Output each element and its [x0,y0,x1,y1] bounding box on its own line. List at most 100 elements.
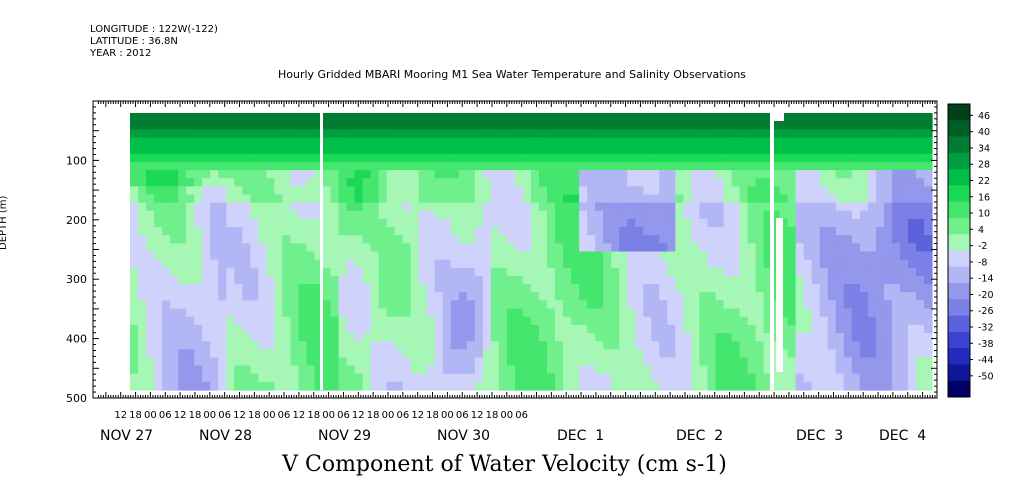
heatmap-cell [555,341,564,350]
heatmap-cell [755,235,765,244]
heatmap-cell [635,235,644,244]
heatmap-cell [138,210,147,220]
heatmap-cell [531,373,540,383]
heatmap-cell [458,316,468,326]
heatmap-cell [138,365,147,375]
heatmap-cell [771,284,781,293]
heatmap-cell [827,113,837,122]
heatmap-cell [539,129,548,139]
heatmap-cell [547,284,556,293]
heatmap-cell [290,259,300,269]
heatmap-cell [250,153,259,163]
heatmap-cell [258,113,267,122]
heatmap-cell [466,332,476,342]
heatmap-cell [883,365,893,375]
heatmap-cell [643,373,652,383]
heatmap-cell [314,259,324,269]
heatmap-cell [803,218,813,228]
heatmap-cell [434,357,444,367]
heatmap-cell [338,365,348,375]
heatmap-cell [522,186,532,196]
heatmap-cell [595,121,604,130]
heatmap-cell [819,129,829,139]
heatmap-cell [450,349,460,359]
heatmap-cell [627,332,636,342]
heatmap-cell [835,218,845,228]
heatmap-cell [234,300,243,310]
heatmap-cell [474,113,484,122]
heatmap-cell [907,218,917,228]
heatmap-cell [923,227,933,236]
heatmap-cell [731,357,741,367]
heatmap-cell [531,243,540,253]
heatmap-cell [691,275,701,285]
heatmap-cell [619,218,628,228]
heatmap-cell [763,349,773,359]
heatmap-cell [859,324,869,334]
heatmap-cell [547,308,556,318]
heatmap-cell [907,170,917,179]
heatmap-cell [258,227,267,236]
heatmap-cell [338,349,348,359]
heatmap-cell [282,145,291,155]
heatmap-cell [539,381,548,391]
heatmap-cell [579,267,588,277]
heatmap-cell [170,137,179,147]
heatmap-cell [563,267,572,277]
heatmap-cell [899,243,909,253]
heatmap-cell [370,218,380,228]
heatmap-cell [635,308,644,318]
heatmap-cell [755,227,765,236]
heatmap-cell [795,267,805,277]
heatmap-cell [466,227,476,236]
heatmap-cell [322,202,332,212]
heatmap-cell [715,243,725,253]
heatmap-cell [514,373,524,383]
heatmap-cell [178,284,187,293]
heatmap-cell [322,235,332,244]
heatmap-cell [643,284,652,293]
heatmap-cell [747,145,757,155]
heatmap-cell [835,308,845,318]
heatmap-cell [410,145,420,155]
heatmap-cell [843,129,853,139]
heatmap-cell [426,235,436,244]
heatmap-cell [763,373,773,383]
heatmap-cell [587,121,596,130]
heatmap-cell [394,341,404,350]
heatmap-cell [571,137,580,147]
heatmap-cell [571,324,580,334]
heatmap-cell [194,178,203,187]
heatmap-cell [458,292,468,301]
heatmap-cell [915,324,925,334]
heatmap-cell [362,349,372,359]
heatmap-cell [555,113,564,122]
heatmap-cell [531,365,540,375]
heatmap-cell [202,259,211,269]
heatmap-cell [651,186,660,196]
heatmap-cell [250,202,259,212]
heatmap-cell [907,137,917,147]
heatmap-cell [154,381,163,391]
heatmap-cell [442,316,452,326]
heatmap-cell [338,227,348,236]
heatmap-cell [659,308,668,318]
heatmap-cell [370,170,380,179]
heatmap-cell [450,267,460,277]
heatmap-cell [290,170,300,179]
heatmap-cell [667,284,676,293]
colorbar-label: 10 [978,209,990,220]
heatmap-cell [426,178,436,187]
heatmap-cell [378,332,388,342]
heatmap-cell [522,137,532,147]
heatmap-cell [643,332,652,342]
heatmap-cell [779,349,789,359]
heatmap-cell [226,284,235,293]
heatmap-cell [915,194,925,204]
heatmap-cell [290,235,300,244]
heatmap-cell [683,292,692,301]
heatmap-cell [506,235,516,244]
heatmap-cell [154,284,163,293]
heatmap-cell [755,121,765,130]
heatmap-cell [490,259,500,269]
